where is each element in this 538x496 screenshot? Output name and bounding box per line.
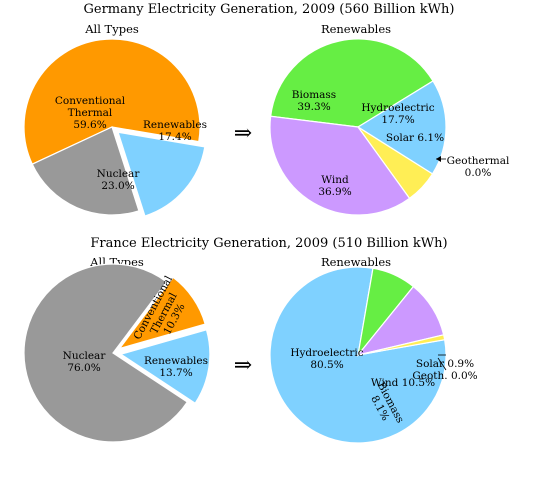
pie-label-0-1-4: Wind 36.9% — [318, 174, 351, 198]
pie-label-0-0-0: Conventional Thermal 59.6% — [55, 95, 126, 131]
pie-label-line: Wind — [321, 174, 349, 186]
pie-label-line: 80.5% — [310, 359, 343, 371]
france-renewables-subtitle: Renewables — [321, 255, 391, 269]
pie-slice-1-1-0 — [269, 266, 447, 444]
pie-label-line: Solar 6.1% — [386, 132, 444, 144]
pie-label-line: 36.9% — [318, 186, 351, 198]
pie-label-line: Renewables — [143, 119, 207, 131]
pie-label-line: Geothermal — [447, 155, 510, 167]
pie-label-1-1-4: Geoth. 0.0% — [412, 370, 477, 382]
pie-slice-0-1-0 — [269, 38, 434, 128]
geothermal-callout-arrowhead — [436, 156, 441, 162]
pie-label-1-1-3: Solar 0.9% — [416, 358, 474, 370]
france-arrow-icon: ⇒ — [234, 353, 252, 378]
pie-label-line: Biomass — [292, 89, 336, 101]
pie-slice-0-0-2 — [31, 126, 140, 216]
france-title: France Electricity Generation, 2009 (510… — [90, 236, 447, 251]
pie-slice-1-0-0 — [118, 276, 206, 350]
germany-all-types-subtitle: All Types — [84, 22, 139, 36]
pie-label-0-0-2: Nuclear 23.0% — [97, 168, 141, 192]
pie-label-line: Thermal — [68, 107, 113, 119]
germany-arrow-icon: ⇒ — [234, 121, 252, 146]
pie-label-line: 17.4% — [158, 131, 191, 143]
pie-label-line: Solar 0.9% — [416, 358, 474, 370]
pie-label-line: Nuclear — [97, 168, 141, 180]
pie-slice-1-0-2 — [23, 263, 189, 443]
pie-label-line: 13.7% — [159, 367, 192, 379]
pie-label-0-1-1: Hydroelectric 17.7% — [361, 102, 434, 126]
pie-labels-layer: Conventional Thermal 59.6% Renewables 17.4%N… — [55, 89, 510, 425]
pie-label-line: 76.0% — [67, 362, 100, 374]
pie-label-1-0-1: Renewables 13.7% — [144, 355, 208, 379]
pie-label-line: Wind 10.5% — [371, 377, 435, 389]
geothermal-callout-label: Geothermal 0.0% — [447, 155, 510, 179]
pie-label-line: 39.3% — [297, 101, 330, 113]
pie-label-0-1-2: Solar 6.1% — [386, 132, 444, 144]
pie-label-line: Hydroelectric — [361, 102, 434, 114]
pie-slices-layer — [23, 38, 447, 444]
pie-label-line: Conventional — [55, 95, 126, 107]
pie-label-1-1-0: Hydroelectric 80.5% — [290, 347, 363, 371]
pie-slice-0-1-4 — [269, 115, 411, 216]
pie-label-line: 59.6% — [73, 119, 106, 131]
pie-label-line: Hydroelectric — [290, 347, 363, 359]
pie-slice-0-0-1 — [117, 131, 206, 217]
pie-slice-1-0-1 — [119, 329, 211, 405]
pie-label-0-1-0: Biomass 39.3% — [292, 89, 336, 113]
pie-slice-0-0-0 — [23, 38, 201, 165]
pie-label-line: Nuclear — [63, 350, 107, 362]
france-geothermal-leader-line — [437, 357, 447, 371]
pie-slice-1-1-3 — [357, 334, 446, 356]
pie-label-line: 17.7% — [381, 114, 414, 126]
pie-slice-0-1-1 — [356, 80, 447, 175]
pie-label-line: Geoth. 0.0% — [412, 370, 477, 382]
pie-label-0-0-1: Renewables 17.4% — [143, 119, 207, 143]
pie-label-line: 23.0% — [101, 180, 134, 192]
germany-title: Germany Electricity Generation, 2009 (56… — [84, 2, 455, 17]
pie-label-line: 0.0% — [465, 167, 492, 179]
germany-renewables-subtitle: Renewables — [321, 22, 391, 36]
pie-label-1-0-2: Nuclear 76.0% — [63, 350, 107, 374]
pie-label-1-1-2: Wind 10.5% — [371, 377, 435, 389]
pie-label-line: Renewables — [144, 355, 208, 367]
